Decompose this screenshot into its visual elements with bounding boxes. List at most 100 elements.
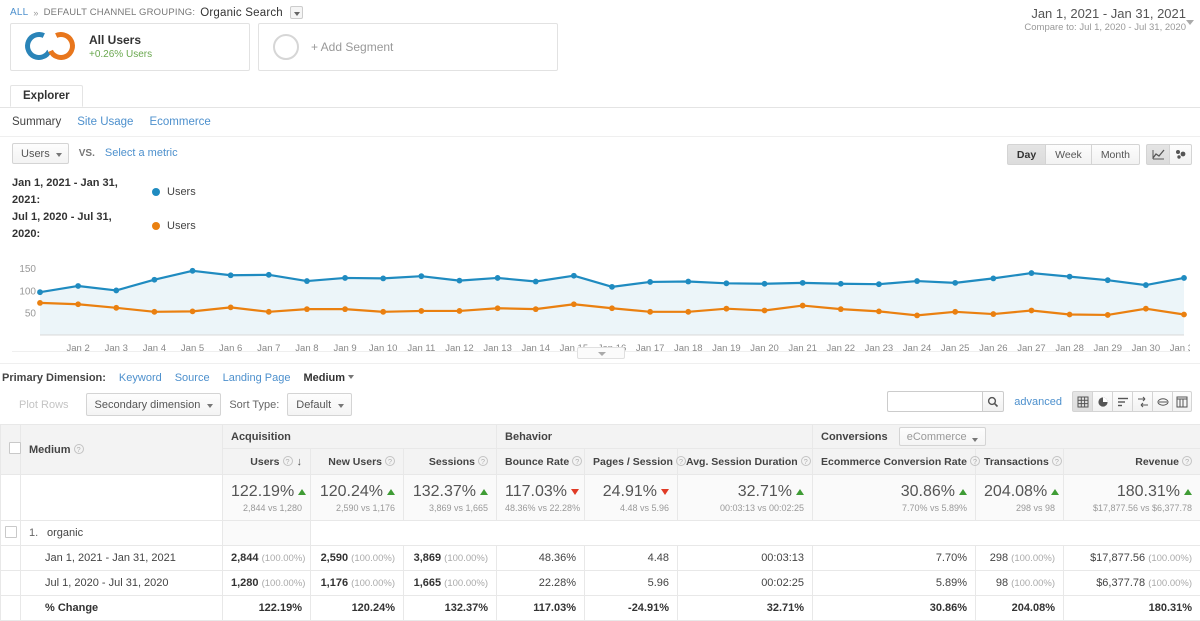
subtab-ecommerce[interactable]: Ecommerce: [149, 116, 210, 128]
add-segment-button[interactable]: + Add Segment: [258, 23, 558, 71]
svg-text:100: 100: [19, 286, 36, 297]
primary-dimension-landing-page[interactable]: Landing Page: [223, 372, 291, 384]
summary-checkbox-cell: [1, 475, 21, 521]
data-value: 1,665: [414, 577, 442, 589]
sort-type-label: Sort Type:: [229, 399, 279, 411]
legend-primary-dot-icon: [152, 188, 160, 196]
column-header-sessions[interactable]: Sessions?: [404, 449, 497, 475]
summary-comparison: $17,877.56 vs $6,377.78: [1072, 503, 1192, 513]
table-view-icon[interactable]: [1072, 391, 1092, 412]
search-input[interactable]: [887, 391, 982, 412]
table-row[interactable]: 1.organic: [1, 521, 1200, 546]
help-icon[interactable]: ?: [1052, 456, 1062, 466]
subtab-site-usage[interactable]: Site Usage: [77, 116, 133, 128]
row-checkbox[interactable]: [5, 526, 17, 538]
column-header-users[interactable]: Users? ↓: [223, 449, 311, 475]
explorer-tabbar: Explorer: [0, 85, 1200, 108]
dimension-header[interactable]: Medium?: [21, 425, 223, 475]
legend-primary: Jan 1, 2021 - Jan 31, 2021: Users: [12, 175, 1190, 209]
granularity-day-button[interactable]: Day: [1007, 144, 1045, 165]
circle-outline-icon: [273, 34, 299, 60]
data-value: 98: [996, 577, 1008, 589]
chevron-down-icon[interactable]: [1186, 20, 1194, 25]
help-icon[interactable]: ?: [970, 456, 980, 466]
sort-type-select[interactable]: Default: [287, 393, 352, 416]
breadcrumb-dimension-value[interactable]: Organic Search: [200, 7, 283, 19]
secondary-dimension-select[interactable]: Secondary dimension: [86, 393, 222, 416]
primary-dimension-medium[interactable]: Medium: [303, 372, 354, 384]
group-header-acquisition: Acquisition: [223, 425, 497, 449]
column-header-revenue[interactable]: Revenue?: [1064, 449, 1200, 475]
select-a-metric-link[interactable]: Select a metric: [105, 147, 178, 159]
line-chart-icon[interactable]: [1146, 144, 1169, 165]
summary-comparison: 48.36% vs 22.28%: [505, 503, 576, 513]
explorer-subtabs: Summary Site Usage Ecommerce: [0, 108, 1200, 137]
pivot-view-icon[interactable]: [1172, 391, 1192, 412]
breadcrumb-all[interactable]: ALL: [10, 7, 28, 18]
data-cell: 2,844 (100.00%): [223, 546, 311, 571]
column-header-revenue-label: Revenue: [1135, 456, 1179, 468]
data-value: 22.28%: [539, 577, 576, 589]
chevron-down-icon: [348, 375, 354, 379]
data-value: 5.89%: [936, 577, 967, 589]
primary-dimension-keyword[interactable]: Keyword: [119, 372, 162, 384]
plot-rows-button[interactable]: Plot Rows: [10, 395, 78, 415]
percent-of-total: (100.00%): [1011, 553, 1055, 564]
help-icon[interactable]: ?: [572, 456, 582, 466]
granularity-week-button[interactable]: Week: [1045, 144, 1091, 165]
column-header-bounce-rate[interactable]: Bounce Rate?: [497, 449, 585, 475]
help-icon[interactable]: ?: [385, 456, 395, 466]
report-table: Medium? Acquisition Behavior Conversions…: [0, 424, 1200, 621]
row-dimension-value[interactable]: organic: [47, 527, 83, 539]
column-header-ecommerce-conversion-rate[interactable]: Ecommerce Conversion Rate?: [813, 449, 976, 475]
conversions-type-select[interactable]: eCommerce: [899, 427, 986, 446]
data-cell: 1,280 (100.00%): [223, 571, 311, 596]
advanced-link[interactable]: advanced: [1014, 396, 1062, 408]
help-icon[interactable]: ?: [74, 444, 84, 454]
legend-compare-series: Users: [167, 218, 196, 235]
primary-dimension-source[interactable]: Source: [175, 372, 210, 384]
breadcrumb: ALL » DEFAULT CHANNEL GROUPING: Organic …: [0, 0, 1200, 23]
table-controls-right: advanced: [887, 391, 1192, 412]
help-icon[interactable]: ?: [478, 456, 488, 466]
metric-select[interactable]: Users: [12, 143, 69, 164]
data-value: 1,176: [321, 577, 349, 589]
pie-view-icon[interactable]: [1092, 391, 1112, 412]
column-header-pages-session[interactable]: Pages / Session?: [585, 449, 678, 475]
data-cell: $17,877.56 (100.00%): [1064, 546, 1200, 571]
segment-all-users[interactable]: All Users +0.26% Users: [10, 23, 250, 71]
help-icon[interactable]: ?: [1182, 456, 1192, 466]
data-cell: $6,377.78 (100.00%): [1064, 571, 1200, 596]
summary-cell-revenue: 180.31%$17,877.56 vs $6,377.78: [1064, 475, 1200, 521]
help-icon[interactable]: ?: [801, 456, 811, 466]
row-checkbox-cell[interactable]: [1, 521, 21, 546]
help-icon[interactable]: ?: [283, 456, 293, 466]
sort-descending-icon: ↓: [297, 456, 303, 468]
chart-collapse-handle[interactable]: [577, 347, 625, 359]
summary-cell-avg-session-duration: 32.71%00:03:13 vs 00:02:25: [678, 475, 813, 521]
chevron-down-icon[interactable]: [290, 6, 303, 19]
term-cloud-view-icon[interactable]: [1152, 391, 1172, 412]
donut-orange-icon: [43, 28, 79, 64]
column-header-new-users[interactable]: New Users?: [311, 449, 404, 475]
column-header-transactions[interactable]: Transactions?: [976, 449, 1064, 475]
column-header-users-label: Users: [250, 456, 279, 468]
select-all-checkbox[interactable]: [9, 442, 21, 454]
comparison-view-icon[interactable]: [1132, 391, 1152, 412]
date-range-picker[interactable]: Jan 1, 2021 - Jan 31, 2021 Compare to: J…: [1024, 6, 1186, 33]
search-icon[interactable]: [982, 391, 1004, 412]
performance-view-icon[interactable]: [1112, 391, 1132, 412]
motion-chart-icon[interactable]: [1169, 144, 1192, 165]
granularity-month-button[interactable]: Month: [1091, 144, 1140, 165]
column-header-avg-session-duration[interactable]: Avg. Session Duration?: [678, 449, 813, 475]
help-icon[interactable]: ?: [676, 456, 686, 466]
table-search: [887, 391, 1004, 412]
tab-explorer[interactable]: Explorer: [10, 85, 83, 107]
column-header-new-users-label: New Users: [328, 456, 382, 468]
change-cell: 132.37%: [404, 596, 497, 621]
subtab-summary[interactable]: Summary: [12, 116, 61, 128]
summary-cell-pages-session: 24.91%4.48 vs 5.96: [585, 475, 678, 521]
